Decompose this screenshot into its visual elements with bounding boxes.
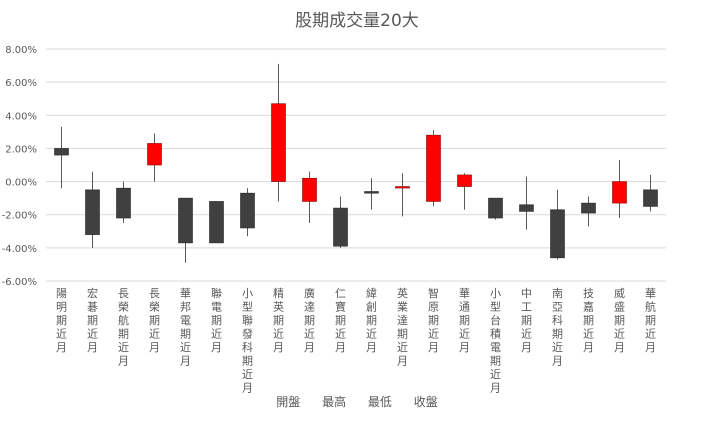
x-category-label: 小型聯發科期近月 (242, 287, 253, 395)
candle-body (488, 197, 503, 219)
x-category-label: 緯創期近月 (366, 286, 377, 354)
x-category-label: 華航期近月 (645, 287, 656, 354)
candle-body (116, 187, 131, 219)
candle-body (240, 192, 255, 229)
candle-body (364, 191, 379, 194)
x-category-label: 仁寶期近月 (335, 287, 346, 354)
candles (54, 63, 658, 263)
chart-title: 股期成交量20大 (295, 11, 419, 31)
candle-body (395, 186, 410, 189)
candle-body (426, 134, 441, 202)
y-tick-label: -2.00% (2, 211, 37, 222)
candle-body (612, 181, 627, 204)
x-category-label: 威盛期近月 (614, 287, 625, 354)
candle-body (54, 148, 69, 156)
legend-high: 最高 (322, 395, 347, 409)
x-category-label: 華通期近月 (459, 287, 470, 354)
candle-body (581, 202, 596, 214)
candle-body (550, 209, 565, 259)
gridlines (46, 48, 666, 282)
legend-close: 收盤 (413, 395, 438, 409)
y-tick-label: 4.00% (5, 111, 37, 122)
y-tick-label: -4.00% (2, 244, 37, 255)
candle-body (333, 207, 348, 247)
candle-body (209, 201, 224, 244)
candle-body (271, 103, 286, 182)
x-category-label: 廣達期近月 (304, 286, 315, 354)
candle-body (178, 197, 193, 244)
y-tick-label: 2.00% (5, 144, 37, 155)
candle-body (457, 174, 472, 187)
x-category-label: 中工期近月 (521, 287, 532, 354)
x-category-label: 技嘉期近月 (583, 287, 594, 354)
x-category-label: 宏碁期近月 (87, 286, 98, 354)
candle-body (147, 143, 162, 166)
x-category-label: 英業達期近月 (397, 286, 408, 368)
candle-body (302, 177, 317, 202)
candle-body (643, 189, 658, 207)
candle-body (519, 204, 534, 212)
candle-body (85, 189, 100, 235)
legend: 開盤 最高 最低 收盤 (0, 393, 714, 410)
y-tick-label: 6.00% (5, 78, 37, 89)
x-category-label: 精英期近月 (273, 287, 284, 354)
y-tick-label: 0.00% (5, 178, 37, 189)
x-category-label: 長榮期近月 (149, 287, 160, 354)
legend-open: 開盤 (276, 395, 301, 409)
x-category-label: 智原期近月 (428, 286, 439, 354)
y-tick-label: -6.00% (2, 277, 37, 288)
y-tick-label: 8.00% (5, 45, 37, 56)
x-axis: 陽明期近月 宏碁期近月 長榮航期近月 長榮期近月 華邦電期近月 聯電期近月 小型聯發科期近月… (56, 286, 656, 395)
x-category-label: 長榮航期近月 (118, 287, 129, 368)
x-category-label: 聯電期近月 (211, 287, 222, 354)
legend-low: 最低 (367, 395, 392, 409)
x-category-label: 南亞科期近月 (552, 287, 563, 368)
x-category-label: 陽明期近月 (56, 287, 67, 354)
x-category-label: 小型台積電期近月 (490, 287, 501, 395)
y-axis: -6.00% -4.00% -2.00% 0.00% 2.00% 4.00% 6.00% 8.… (2, 45, 37, 288)
x-category-label: 華邦電期近月 (180, 287, 191, 368)
